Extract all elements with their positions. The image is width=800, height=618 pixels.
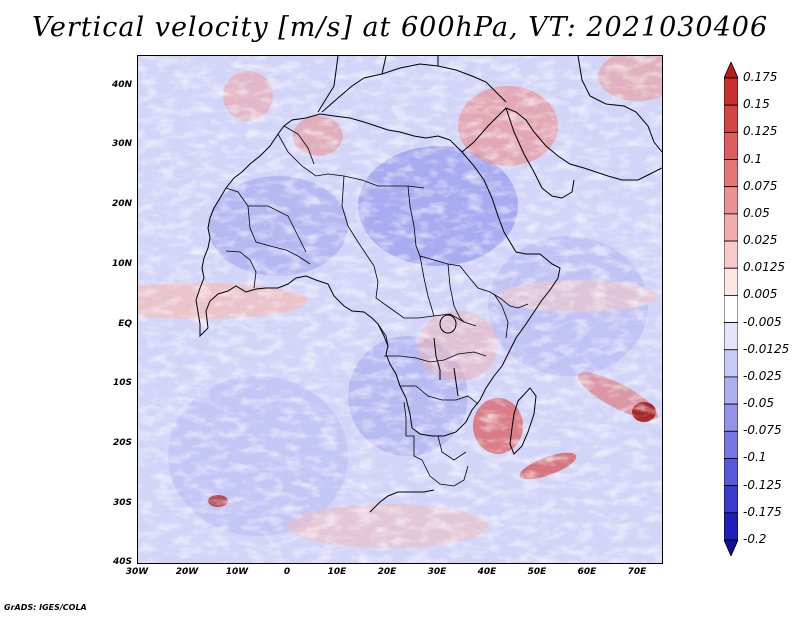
- lon-label: 50E: [527, 567, 547, 577]
- colorbar-tick-label: 0.025: [743, 233, 778, 248]
- border-line: [341, 175, 375, 267]
- colorbar-tick-label: -0.175: [743, 504, 782, 519]
- colorbar-bin: [724, 458, 738, 487]
- colorbar-bin: [724, 213, 738, 242]
- lake-tanganyika: [433, 337, 441, 380]
- border-line: [447, 263, 465, 323]
- credit-text: GrADS: IGES/COLA: [4, 603, 87, 612]
- lon-label: 20E: [377, 567, 397, 577]
- colorbar-tick-label: -0.05: [743, 396, 775, 411]
- border-line: [493, 293, 509, 339]
- colorbar-tick-label: 0.15: [743, 97, 770, 112]
- lat-label: 40N: [111, 80, 132, 90]
- colorbar-bottom-arrow: [724, 539, 738, 556]
- colorbar-tick-label: 0.1: [743, 151, 763, 166]
- colorbar-bin: [724, 77, 738, 106]
- lake-malawi: [453, 367, 459, 397]
- colorbar-bin: [724, 349, 738, 378]
- madagascar-coastline: [509, 387, 537, 455]
- colorbar-tick-label: 0.0125: [743, 260, 785, 275]
- border-line: [283, 125, 315, 165]
- colorbar-bin: [724, 430, 738, 459]
- colorbar-bin: [724, 159, 738, 188]
- lon-label: 40E: [477, 567, 497, 577]
- lon-label: 10W: [225, 567, 249, 577]
- lon-label: 70E: [627, 567, 647, 577]
- border-line: [400, 385, 479, 405]
- map-plot-area[interactable]: [137, 55, 663, 564]
- colorbar-bin: [724, 376, 738, 405]
- colorbar: [724, 62, 738, 556]
- red-sea-coast: [505, 107, 575, 199]
- colorbar-bin: [724, 267, 738, 296]
- colorbar-tick-label: 0.125: [743, 124, 778, 139]
- border-line: [437, 435, 467, 461]
- coastlines: [195, 56, 662, 513]
- colorbar-tick-label: -0.075: [743, 423, 782, 438]
- chart-title: Vertical velocity [m/s] at 600hPa, VT: 2…: [31, 12, 769, 43]
- africa-coastline: [195, 113, 561, 437]
- lon-label: 30E: [427, 567, 447, 577]
- mediterranean-coast: [321, 63, 507, 113]
- colorbar-bin: [724, 485, 738, 514]
- colorbar-bin: [724, 104, 738, 133]
- border-line: [373, 265, 477, 327]
- lat-label: 20S: [112, 438, 132, 448]
- velocity-field-map: [138, 56, 662, 563]
- colorbar-tick-label: 0.005: [743, 287, 778, 302]
- asia-border: [577, 56, 662, 153]
- border-line: [467, 275, 529, 309]
- colorbar-tick-label: -0.125: [743, 477, 782, 492]
- lat-label: 40S: [112, 557, 132, 567]
- colorbar-bin: [724, 512, 738, 541]
- border-line: [248, 205, 307, 253]
- border-line: [419, 255, 435, 317]
- colorbar-tick-label: -0.005: [743, 314, 782, 329]
- lat-label: 10N: [111, 259, 132, 269]
- lat-label: 10S: [112, 378, 132, 388]
- lon-label: 0: [283, 567, 291, 577]
- lat-label: EQ: [118, 319, 132, 329]
- field-texture: [138, 56, 662, 563]
- lon-label: 60E: [577, 567, 597, 577]
- colorbar-bin: [724, 131, 738, 160]
- lat-label: 30S: [112, 498, 132, 508]
- colorbar-tick-label: 0.175: [743, 70, 778, 84]
- colorbar-bin: [724, 295, 738, 323]
- arabia-asia-coast: [461, 107, 662, 181]
- colorbar-bin: [724, 322, 738, 351]
- lon-label: 30W: [125, 567, 149, 577]
- country-borders: [225, 125, 529, 487]
- europe-border: [317, 56, 439, 113]
- colorbar-tick-label: -0.025: [743, 368, 782, 383]
- lat-label: 20N: [111, 199, 132, 209]
- border-line: [403, 401, 469, 487]
- lake-victoria: [439, 314, 457, 334]
- lon-label: 20W: [175, 567, 199, 577]
- colorbar-top-arrow: [724, 62, 738, 79]
- colorbar-tick-label: -0.1: [743, 450, 767, 465]
- colorbar-tick-label: -0.2: [743, 532, 767, 546]
- colorbar-tick-label: 0.075: [743, 178, 778, 193]
- lon-label: 10E: [327, 567, 347, 577]
- border-line: [225, 250, 257, 289]
- colorbar-bin: [724, 403, 738, 432]
- colorbar-tick-label: 0.05: [743, 205, 770, 220]
- colorbar-bin: [724, 186, 738, 215]
- lat-label: 30N: [111, 139, 132, 149]
- south-africa-coast: [369, 489, 435, 513]
- colorbar-tick-label: -0.0125: [743, 341, 790, 356]
- lakes: [433, 314, 459, 397]
- colorbar-bin: [724, 240, 738, 269]
- border-line: [225, 187, 311, 265]
- border-line: [377, 323, 389, 347]
